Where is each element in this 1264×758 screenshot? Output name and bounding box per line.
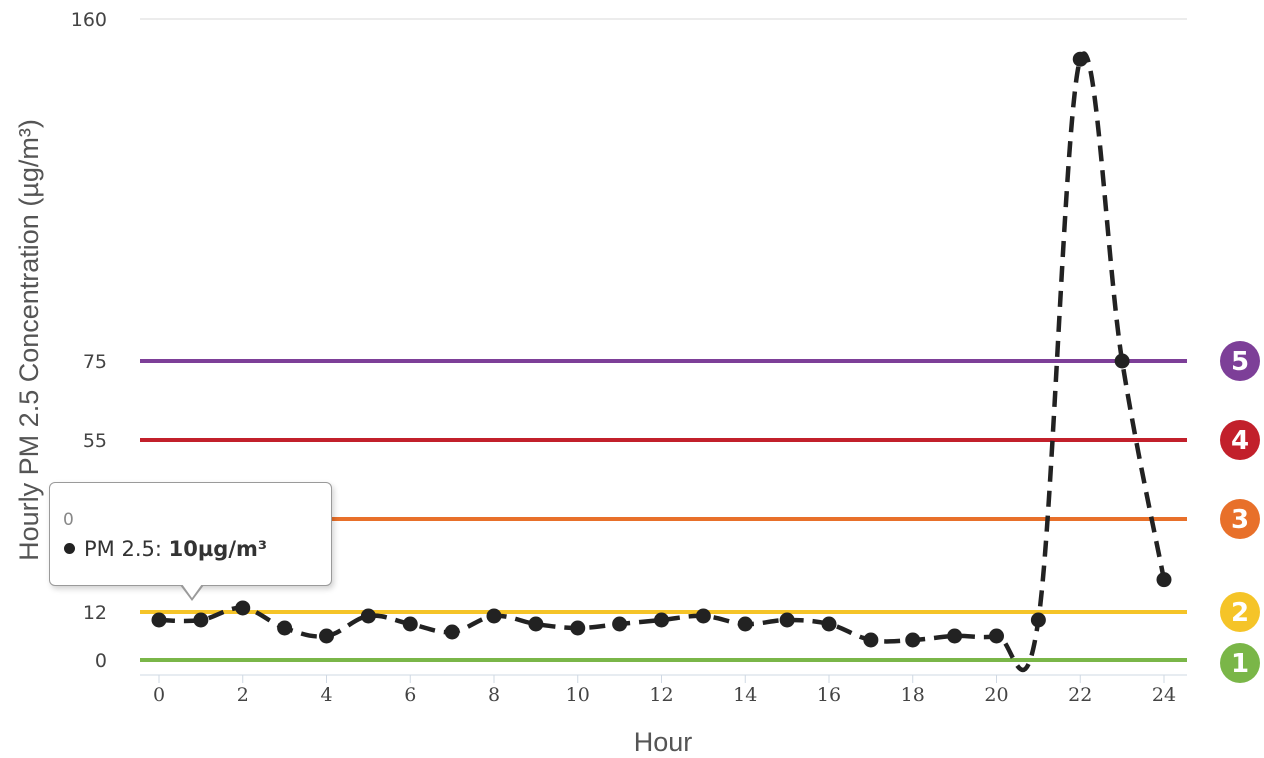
data-point-hour-3[interactable] (277, 620, 293, 636)
data-point-hour-20[interactable] (989, 628, 1004, 644)
data-point-hour-22[interactable] (1072, 51, 1088, 67)
x-tick-label: 24 (1152, 684, 1176, 706)
aqi-badge-1: 1 (1220, 643, 1260, 683)
tooltip-pointer (180, 584, 204, 601)
data-point-hour-8[interactable] (486, 608, 502, 624)
y-tick-label: 75 (83, 351, 107, 373)
aqi-badge-circle (1220, 420, 1260, 460)
tooltip-series-marker (64, 542, 75, 554)
aqi-badge-number: 3 (1231, 505, 1249, 535)
series-layer (151, 51, 1172, 672)
aqi-badge-number: 1 (1231, 649, 1249, 679)
grid-layer (140, 18, 1187, 676)
aqi-badge-number: 2 (1231, 598, 1249, 628)
x-tick-label: 0 (153, 684, 165, 706)
aqi-badge-number: 4 (1231, 426, 1249, 456)
data-point-hour-17[interactable] (863, 632, 879, 648)
tooltip-value: 10µg/m³ (168, 537, 268, 561)
data-point-hour-5[interactable] (360, 608, 376, 624)
x-tick-label: 14 (733, 684, 757, 706)
x-tick-label: 22 (1068, 684, 1092, 706)
x-tick-label: 8 (488, 684, 500, 706)
x-tick-label: 16 (817, 684, 841, 706)
aqi-badges: 1 2 3 4 5 (1220, 341, 1260, 683)
data-point-hour-6[interactable] (402, 616, 418, 632)
data-point-hour-1[interactable] (193, 612, 209, 628)
data-point-hour-9[interactable] (528, 616, 544, 632)
aqi-badge-3: 3 (1220, 499, 1260, 539)
x-tick-label: 6 (404, 684, 416, 706)
data-point-hour-15[interactable] (779, 612, 795, 628)
aqi-badge-circle (1220, 592, 1260, 632)
data-point-hour-0[interactable] (151, 612, 167, 628)
x-tick-label: 4 (320, 684, 332, 706)
aqi-badge-number: 5 (1231, 347, 1249, 377)
aqi-badge-5: 5 (1220, 341, 1260, 381)
aqi-badge-circle (1220, 643, 1260, 683)
y-tick-label: 160 (71, 9, 107, 31)
data-point-hour-24[interactable] (1156, 572, 1172, 588)
data-point-hour-12[interactable] (654, 612, 669, 628)
data-point-hour-4[interactable] (319, 628, 334, 644)
x-axis-title: Hour (634, 727, 693, 757)
y-axis-title: Hourly PM 2.5 Concentration (µg/m³) (14, 119, 44, 561)
x-tick-label: 20 (984, 684, 1008, 706)
data-tooltip: 0 PM 2.5: 10µg/m³ (49, 482, 332, 601)
data-point-hour-10[interactable] (570, 620, 586, 636)
y-tick-label: 0 (95, 650, 107, 672)
data-point-hour-19[interactable] (947, 628, 963, 644)
data-point-hour-21[interactable] (1030, 612, 1046, 628)
data-point-hour-11[interactable] (612, 616, 628, 632)
x-tick-labels: 0 2 4 6 8 10 12 14 16 18 20 22 24 (153, 675, 1176, 706)
y-tick-label: 12 (83, 602, 107, 624)
data-point-hour-14[interactable] (737, 616, 753, 632)
x-tick-label: 2 (237, 684, 249, 706)
x-tick-label: 18 (901, 684, 925, 706)
aqi-badge-2: 2 (1220, 592, 1260, 632)
tooltip-header: 0 (63, 510, 74, 530)
y-tick-label: 55 (83, 430, 107, 452)
data-point-hour-23[interactable] (1114, 353, 1130, 369)
aqi-badge-circle (1220, 341, 1260, 381)
data-point-hour-16[interactable] (821, 616, 837, 632)
data-point-hour-13[interactable] (695, 608, 711, 624)
tooltip-series-label: PM 2.5: (84, 537, 169, 561)
x-tick-label: 12 (649, 684, 673, 706)
data-point-hour-2[interactable] (235, 600, 251, 616)
data-point-hour-7[interactable] (444, 624, 460, 640)
x-tick-label: 10 (566, 684, 590, 706)
aqi-badge-circle (1220, 499, 1260, 539)
tooltip-row: PM 2.5: 10µg/m³ (64, 537, 267, 561)
data-point-hour-18[interactable] (905, 632, 921, 648)
aqi-badge-4: 4 (1220, 420, 1260, 460)
